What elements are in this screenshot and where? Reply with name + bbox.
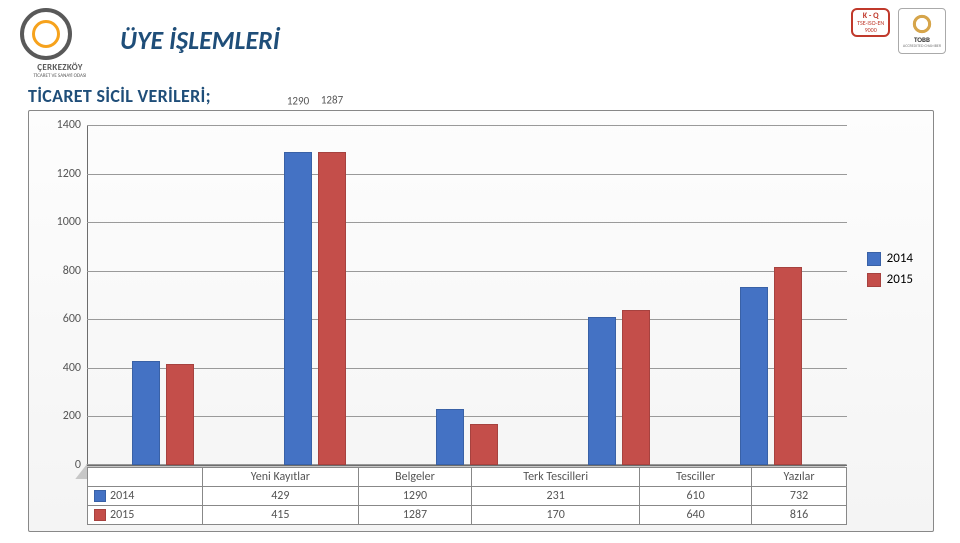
tobb-label: TOBB [903, 35, 941, 44]
tobb-badge: TOBB ACCREDITED CHAMBER [898, 8, 946, 54]
table-cell: 1287 [358, 506, 472, 525]
legend-item: 2015 [867, 272, 913, 287]
iso-badge: K - Q TSE-ISO-EN 9000 [851, 8, 890, 37]
data-table: Yeni KayıtlarBelgelerTerk TescilleriTesc… [87, 467, 847, 525]
y-axis [87, 125, 88, 465]
table-cell: 1290 [358, 487, 472, 506]
bar-value-label: 1287 [314, 94, 350, 123]
bar [470, 424, 498, 465]
table-col-header: Yazılar [752, 468, 847, 487]
gridline [87, 368, 847, 369]
gear-icon [20, 8, 72, 60]
tobb-seal-icon [911, 13, 933, 35]
table-row-header: 2014 [88, 487, 203, 506]
gridline [87, 465, 847, 466]
bar [132, 361, 160, 465]
gridline [87, 319, 847, 320]
chart-legend: 2014 2015 [867, 251, 913, 293]
logo-name: ÇERKEZKÖY [20, 62, 100, 73]
bar [588, 317, 616, 465]
legend-label: 2015 [887, 272, 913, 287]
table-cell: 170 [472, 506, 640, 525]
y-tick-label: 400 [47, 361, 81, 375]
gridline [87, 174, 847, 175]
gridline [87, 125, 847, 126]
bar-value-label: 231 [432, 0, 468, 123]
bar-value-label: 1290 [280, 94, 316, 123]
table-cell: 231 [472, 487, 640, 506]
row-swatch [94, 490, 106, 502]
page: ÇERKEZKÖY TİCARET VE SANAYİ ODASI K - Q … [0, 0, 960, 543]
logo-subtitle: TİCARET VE SANAYİ ODASI [20, 73, 100, 79]
chart-panel: 0200400600800100012001400429415129012872… [28, 110, 934, 532]
legend-item: 2014 [867, 251, 913, 266]
bar-value-label: 640 [618, 0, 654, 123]
bar [436, 409, 464, 465]
bar [166, 364, 194, 465]
table-row: 20154151287170640816 [88, 506, 847, 525]
y-tick-label: 200 [47, 409, 81, 423]
table-cell: 640 [640, 506, 752, 525]
gridline [87, 222, 847, 223]
table-row-header: 2015 [88, 506, 203, 525]
gridline [87, 416, 847, 417]
y-tick-label: 1400 [47, 118, 81, 132]
table-col-header: Yeni Kayıtlar [203, 468, 359, 487]
y-tick-label: 1000 [47, 215, 81, 229]
gridline [87, 271, 847, 272]
table-col-header: Terk Tescilleri [472, 468, 640, 487]
right-logos: K - Q TSE-ISO-EN 9000 TOBB ACCREDITED CH… [851, 8, 946, 54]
row-swatch [94, 509, 106, 521]
table-cell: 415 [203, 506, 359, 525]
bar-value-label: 816 [770, 0, 806, 123]
table-row: 20144291290231610732 [88, 487, 847, 506]
bar [622, 310, 650, 465]
table-cell: 610 [640, 487, 752, 506]
y-tick-label: 800 [47, 264, 81, 278]
legend-swatch [867, 252, 881, 266]
y-tick-label: 0 [47, 458, 81, 472]
bar [774, 267, 802, 465]
y-tick-label: 1200 [47, 167, 81, 181]
y-tick-label: 600 [47, 312, 81, 326]
bar-value-label: 429 [128, 0, 164, 123]
badge-bot: 9000 [857, 27, 884, 33]
bar [318, 152, 346, 465]
bar [740, 287, 768, 465]
bar [284, 152, 312, 465]
legend-label: 2014 [887, 251, 913, 266]
chart-plot: 0200400600800100012001400429415129012872… [87, 125, 847, 465]
table-col-header: Belgeler [358, 468, 472, 487]
table-cell: 816 [752, 506, 847, 525]
table-cell: 732 [752, 487, 847, 506]
bar-value-label: 732 [736, 0, 772, 123]
table-col-header: Tesciller [640, 468, 752, 487]
bar-value-label: 610 [584, 0, 620, 123]
table-corner [88, 468, 203, 487]
bar-value-label: 170 [466, 0, 502, 123]
tobb-sublabel: ACCREDITED CHAMBER [903, 44, 941, 49]
table-header-row: Yeni KayıtlarBelgelerTerk TescilleriTesc… [88, 468, 847, 487]
cerkezkoy-logo: ÇERKEZKÖY TİCARET VE SANAYİ ODASI [20, 8, 100, 68]
legend-swatch [867, 273, 881, 287]
bar-value-label: 415 [162, 0, 198, 123]
table-cell: 429 [203, 487, 359, 506]
